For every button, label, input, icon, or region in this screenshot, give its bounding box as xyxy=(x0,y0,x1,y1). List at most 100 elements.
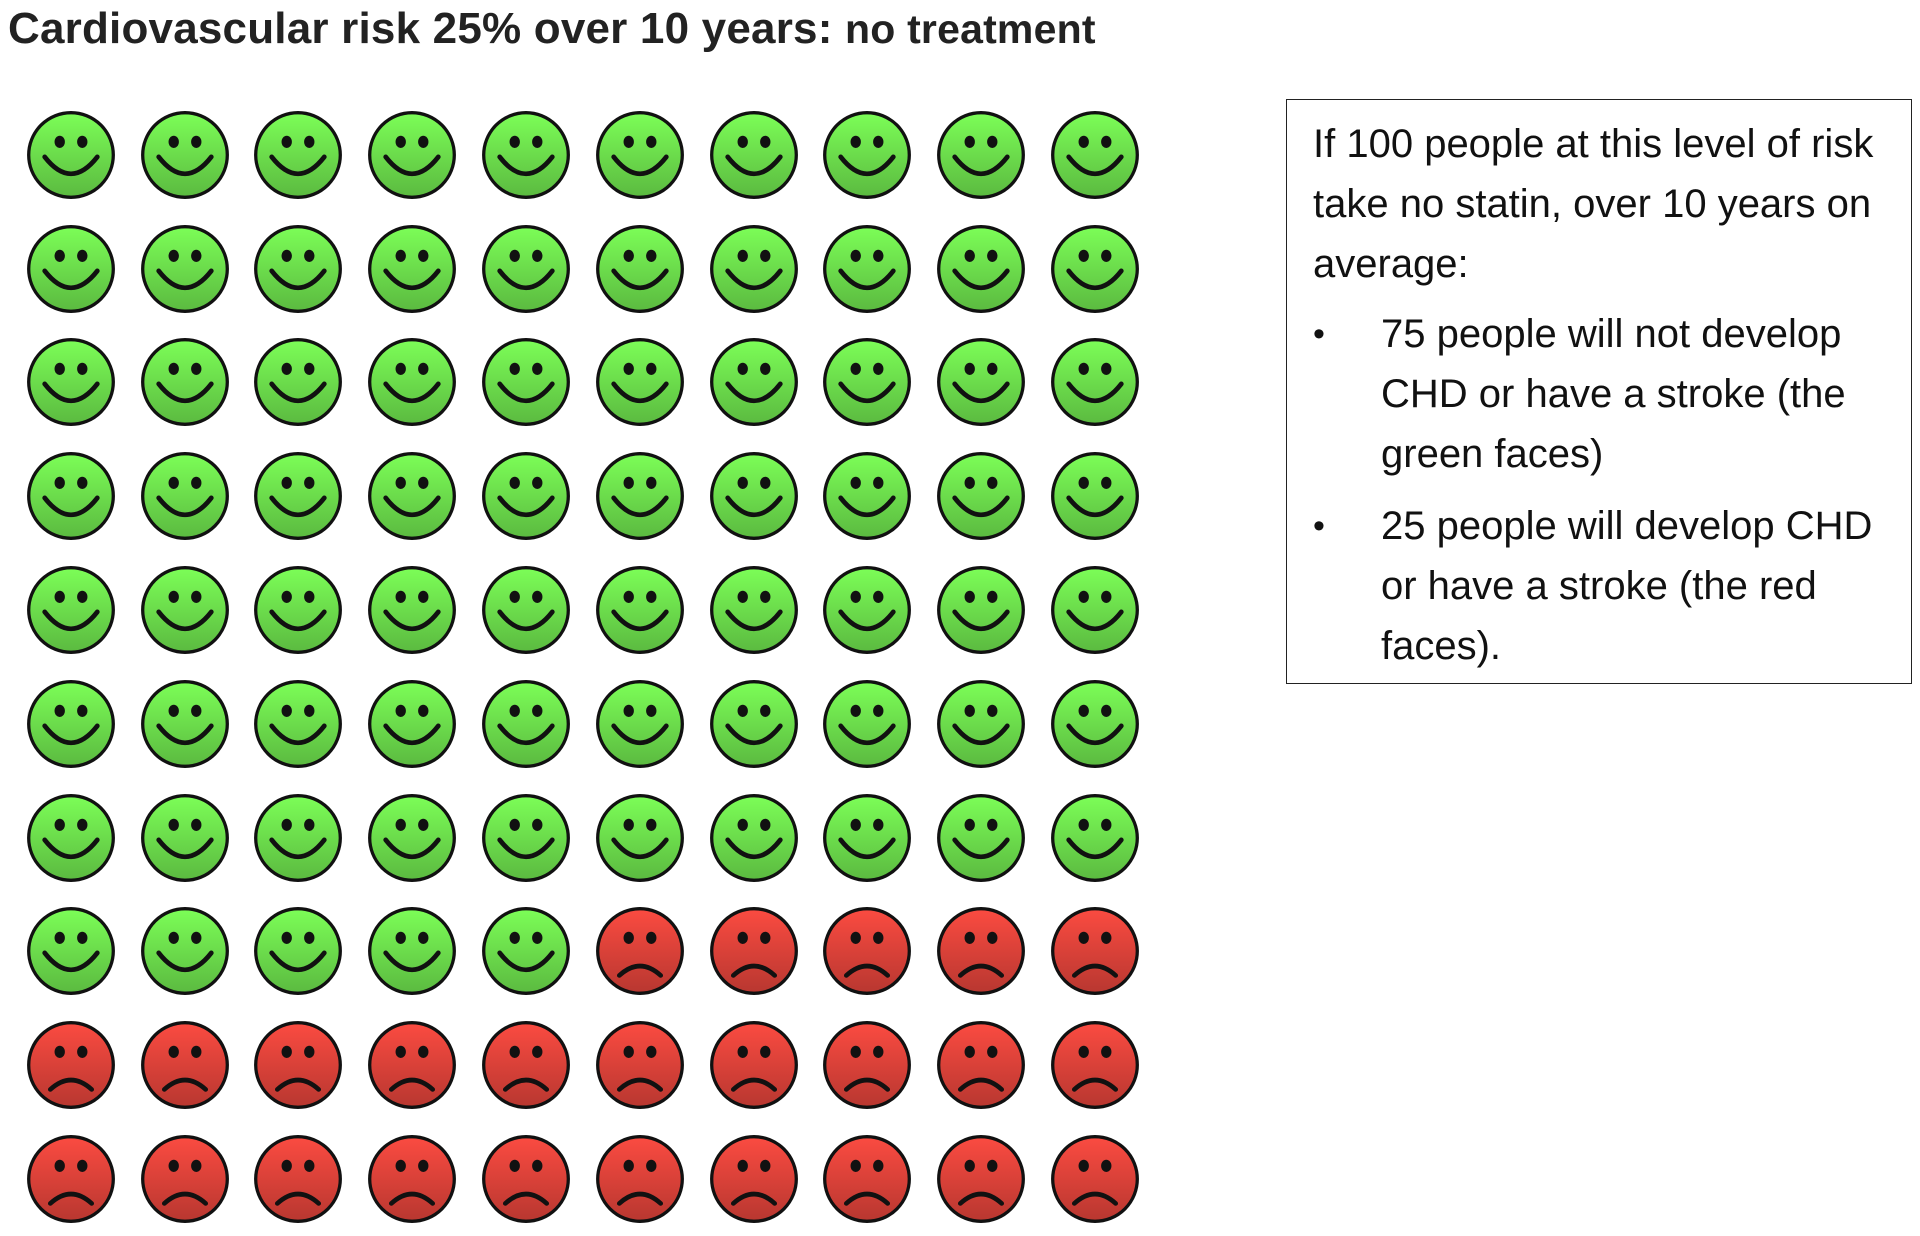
sad-face-icon xyxy=(924,1008,1038,1122)
smiley-face-icon xyxy=(242,439,356,553)
sad-face-icon xyxy=(128,1008,242,1122)
smiley-face-icon xyxy=(128,667,242,781)
smiley-face-icon xyxy=(697,553,811,667)
sad-face-icon xyxy=(583,895,697,1009)
sad-face-icon xyxy=(811,895,925,1009)
smiley-face-icon xyxy=(14,439,128,553)
sad-face-icon xyxy=(924,895,1038,1009)
smiley-face-icon xyxy=(811,212,925,326)
smiley-face-icon xyxy=(1038,781,1152,895)
smiley-face-icon xyxy=(14,667,128,781)
sad-face-icon xyxy=(697,1008,811,1122)
smiley-face-icon xyxy=(128,326,242,440)
sad-face-icon xyxy=(355,1008,469,1122)
sad-face-icon xyxy=(583,1008,697,1122)
smiley-face-icon xyxy=(811,326,925,440)
smiley-face-icon xyxy=(14,212,128,326)
smiley-face-icon xyxy=(811,781,925,895)
smiley-face-icon xyxy=(14,895,128,1009)
title-suffix: no treatment xyxy=(844,6,1096,52)
sad-face-icon xyxy=(697,895,811,1009)
smiley-face-icon xyxy=(469,212,583,326)
sad-face-icon xyxy=(1038,1008,1152,1122)
smiley-face-icon xyxy=(924,781,1038,895)
smiley-face-icon xyxy=(242,98,356,212)
smiley-face-icon xyxy=(697,326,811,440)
smiley-face-icon xyxy=(469,98,583,212)
smiley-face-icon xyxy=(811,98,925,212)
smiley-face-icon xyxy=(924,98,1038,212)
smiley-face-icon xyxy=(583,326,697,440)
sad-face-icon xyxy=(811,1122,925,1236)
info-list: • 75 people will not develop CHD or have… xyxy=(1313,304,1891,676)
title-main: Cardiovascular risk 25% over 10 years: xyxy=(8,4,833,53)
info-item-affected: • 25 people will develop CHD or have a s… xyxy=(1313,496,1891,676)
smiley-face-icon xyxy=(583,781,697,895)
info-intro: If 100 people at this level of risk take… xyxy=(1313,122,1874,286)
smiley-face-icon xyxy=(355,98,469,212)
info-item-text: 75 people will not develop CHD or have a… xyxy=(1381,312,1846,476)
smiley-face-icon xyxy=(128,895,242,1009)
smiley-face-icon xyxy=(242,212,356,326)
people-icon-grid xyxy=(14,98,1148,1236)
smiley-face-icon xyxy=(924,667,1038,781)
sad-face-icon xyxy=(242,1008,356,1122)
sad-face-icon xyxy=(469,1122,583,1236)
sad-face-icon xyxy=(697,1122,811,1236)
smiley-face-icon xyxy=(583,98,697,212)
bullet-icon: • xyxy=(1313,315,1325,353)
smiley-face-icon xyxy=(1038,553,1152,667)
smiley-face-icon xyxy=(1038,212,1152,326)
smiley-face-icon xyxy=(469,326,583,440)
smiley-face-icon xyxy=(469,667,583,781)
smiley-face-icon xyxy=(924,326,1038,440)
sad-face-icon xyxy=(128,1122,242,1236)
smiley-face-icon xyxy=(355,781,469,895)
smiley-face-icon xyxy=(242,326,356,440)
smiley-face-icon xyxy=(469,781,583,895)
smiley-face-icon xyxy=(1038,667,1152,781)
smiley-face-icon xyxy=(128,98,242,212)
sad-face-icon xyxy=(14,1122,128,1236)
smiley-face-icon xyxy=(242,667,356,781)
info-item-unaffected: • 75 people will not develop CHD or have… xyxy=(1313,304,1891,484)
page-title: Cardiovascular risk 25% over 10 years: n… xyxy=(8,4,1096,54)
smiley-face-icon xyxy=(242,781,356,895)
smiley-face-icon xyxy=(469,895,583,1009)
sad-face-icon xyxy=(1038,895,1152,1009)
smiley-face-icon xyxy=(811,439,925,553)
smiley-face-icon xyxy=(583,553,697,667)
smiley-face-icon xyxy=(355,553,469,667)
sad-face-icon xyxy=(469,1008,583,1122)
smiley-face-icon xyxy=(924,439,1038,553)
sad-face-icon xyxy=(811,1008,925,1122)
smiley-face-icon xyxy=(697,439,811,553)
smiley-face-icon xyxy=(355,895,469,1009)
smiley-face-icon xyxy=(811,667,925,781)
sad-face-icon xyxy=(14,1008,128,1122)
info-item-text: 25 people will develop CHD or have a str… xyxy=(1381,504,1873,668)
smiley-face-icon xyxy=(1038,326,1152,440)
smiley-face-icon xyxy=(128,212,242,326)
smiley-face-icon xyxy=(811,553,925,667)
info-box: If 100 people at this level of risk take… xyxy=(1286,99,1912,684)
smiley-face-icon xyxy=(355,439,469,553)
smiley-face-icon xyxy=(697,667,811,781)
sad-face-icon xyxy=(242,1122,356,1236)
smiley-face-icon xyxy=(128,553,242,667)
smiley-face-icon xyxy=(469,553,583,667)
smiley-face-icon xyxy=(469,439,583,553)
smiley-face-icon xyxy=(697,98,811,212)
bullet-icon: • xyxy=(1313,507,1325,545)
smiley-face-icon xyxy=(697,781,811,895)
smiley-face-icon xyxy=(128,781,242,895)
smiley-face-icon xyxy=(128,439,242,553)
smiley-face-icon xyxy=(583,439,697,553)
smiley-face-icon xyxy=(14,326,128,440)
smiley-face-icon xyxy=(924,553,1038,667)
smiley-face-icon xyxy=(14,781,128,895)
smiley-face-icon xyxy=(583,212,697,326)
sad-face-icon xyxy=(355,1122,469,1236)
smiley-face-icon xyxy=(14,98,128,212)
smiley-face-icon xyxy=(355,212,469,326)
